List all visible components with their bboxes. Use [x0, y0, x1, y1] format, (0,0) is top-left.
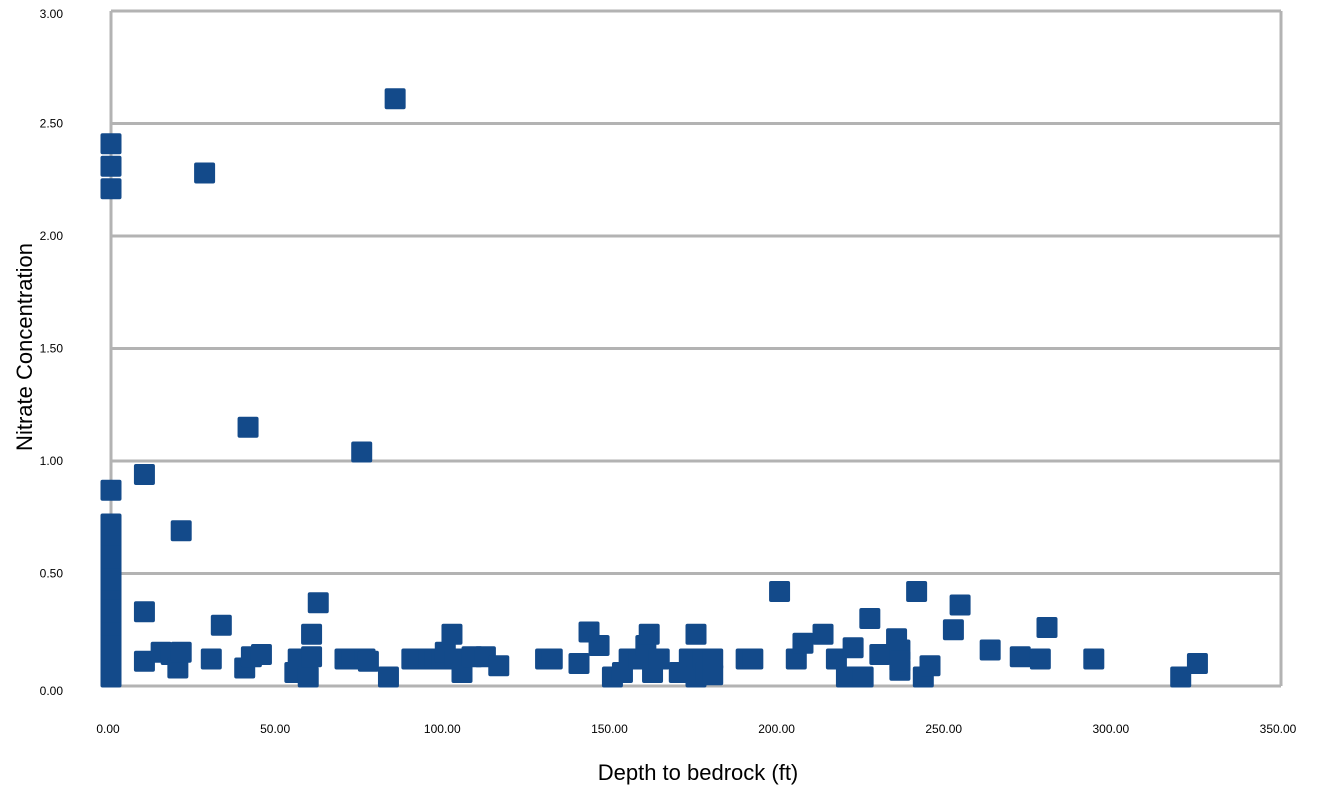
data-point: [307, 592, 329, 614]
data-point: [301, 623, 323, 645]
x-tick-label: 200.00: [758, 722, 795, 736]
x-tick-label: 100.00: [424, 722, 461, 736]
data-point: [835, 666, 857, 688]
y-tick-label: 0.00: [40, 684, 64, 698]
data-point: [812, 623, 834, 645]
data-point: [979, 639, 1001, 661]
data-point: [357, 650, 379, 672]
y-tick-label: 1.50: [40, 342, 64, 356]
data-point: [100, 155, 122, 177]
x-tick-label: 300.00: [1093, 722, 1130, 736]
data-point: [100, 479, 122, 501]
y-tick-label: 2.50: [40, 117, 64, 131]
data-point: [588, 635, 610, 656]
y-tick-label: 3.00: [40, 7, 64, 21]
data-point: [541, 648, 563, 670]
data-point: [742, 648, 764, 670]
data-point: [702, 648, 724, 670]
y-tick-label: 1.00: [40, 454, 64, 468]
data-point: [100, 178, 122, 200]
x-tick-label: 150.00: [591, 722, 628, 736]
data-point: [1083, 648, 1105, 670]
data-point: [568, 653, 590, 674]
data-point: [133, 601, 155, 623]
data-point: [648, 648, 670, 670]
data-point: [194, 162, 216, 184]
data-point: [1009, 646, 1031, 668]
data-point: [1036, 617, 1058, 638]
y-tick-label: 2.00: [40, 229, 64, 243]
x-tick-label: 0.00: [96, 722, 120, 736]
data-point: [852, 666, 874, 688]
data-point: [384, 88, 406, 110]
data-point: [949, 594, 971, 616]
data-point: [237, 416, 259, 438]
y-axis-title: Nitrate Concentration: [12, 243, 37, 451]
data-point: [100, 513, 122, 535]
data-point: [200, 648, 222, 670]
data-points: [100, 88, 1208, 688]
data-point: [210, 614, 232, 636]
data-point: [441, 623, 463, 645]
x-tick-labels: 0.00 50.00 100.00 150.00 200.00 250.00 300.00 3…: [96, 722, 1296, 736]
data-point: [250, 644, 272, 665]
data-point: [100, 133, 122, 155]
y-tick-labels: 0.00 0.50 1.00 1.50 2.00 2.50 3.00: [40, 7, 64, 698]
x-tick-label: 250.00: [925, 722, 962, 736]
data-point: [351, 441, 373, 463]
grid-lines: [109, 9, 1283, 688]
data-point: [1186, 653, 1208, 674]
data-point: [488, 655, 510, 677]
data-point: [133, 464, 155, 485]
data-point: [942, 619, 964, 641]
x-tick-label: 350.00: [1260, 722, 1297, 736]
data-point: [377, 666, 399, 688]
data-point: [170, 520, 192, 542]
data-point: [869, 644, 891, 665]
x-axis-title: Depth to bedrock (ft): [598, 760, 799, 785]
data-point: [685, 623, 707, 645]
data-point: [133, 650, 155, 672]
data-point: [792, 632, 814, 654]
data-point: [170, 641, 192, 663]
data-point: [1029, 648, 1051, 670]
data-point: [297, 666, 319, 688]
data-point: [301, 646, 323, 668]
data-point: [906, 581, 928, 602]
data-point: [825, 648, 847, 670]
data-point: [859, 608, 881, 629]
y-tick-label: 0.50: [40, 567, 64, 581]
data-point: [769, 581, 791, 602]
data-point: [889, 650, 911, 672]
data-point: [638, 623, 660, 645]
data-point: [1170, 666, 1192, 688]
data-point: [842, 637, 864, 659]
x-tick-label: 50.00: [260, 722, 290, 736]
data-point: [919, 655, 941, 677]
